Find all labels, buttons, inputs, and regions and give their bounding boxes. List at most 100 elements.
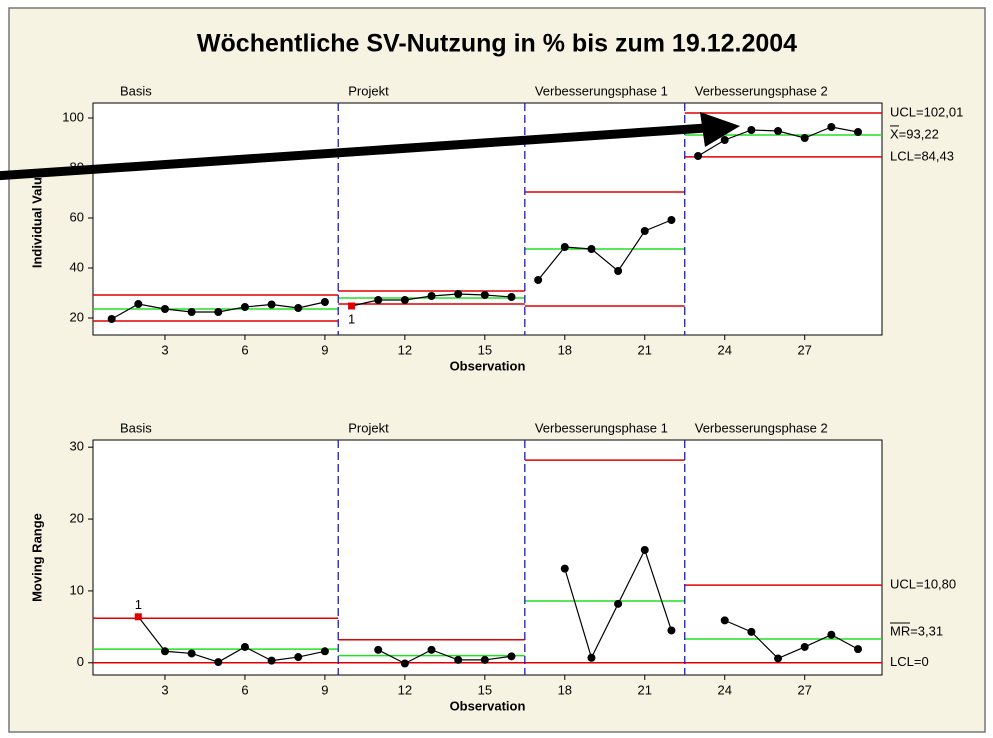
phase-label: Basis	[120, 83, 152, 98]
chart-title: Wöchentliche SV-Nutzung in % bis zum 19.…	[197, 30, 797, 58]
x-axis-label: Observation	[450, 358, 526, 373]
data-point	[640, 227, 649, 235]
y-tick-label: 40	[70, 259, 84, 274]
flagged-point	[134, 613, 142, 621]
y-axis-label: Individual Value	[29, 170, 44, 268]
y-tick-label: 100	[62, 109, 84, 124]
data-point	[800, 642, 809, 651]
x-tick-label: 6	[241, 342, 248, 357]
data-point	[160, 647, 169, 656]
data-point	[827, 630, 836, 639]
data-line	[377, 649, 512, 665]
data-point	[534, 276, 543, 284]
data-point	[480, 655, 489, 664]
data-point	[267, 656, 276, 665]
data-point	[854, 645, 863, 654]
data-point	[214, 308, 223, 316]
limit-label: UCL=10,80	[890, 577, 956, 592]
data-point	[667, 626, 676, 635]
x-tick-label: 24	[717, 342, 731, 357]
data-point	[747, 126, 756, 134]
x-tick-label: 15	[478, 342, 492, 357]
phase-label: Projekt	[348, 420, 389, 435]
x-tick-label: 27	[797, 682, 811, 697]
x-axis-label: Observation	[450, 698, 526, 713]
phase-label: Projekt	[348, 83, 389, 98]
x-tick-label: 21	[638, 682, 652, 697]
y-tick-label: 30	[70, 439, 84, 454]
arrow-head	[700, 112, 740, 147]
data-point	[587, 245, 596, 253]
data-point	[694, 152, 703, 160]
data-point	[480, 291, 489, 299]
data-point	[560, 564, 569, 573]
data-point	[427, 645, 436, 654]
limit-label: X=93,22	[890, 126, 939, 141]
data-point	[800, 134, 809, 142]
data-point	[614, 599, 623, 608]
data-point	[507, 652, 516, 661]
data-point	[774, 654, 783, 663]
data-line	[537, 219, 672, 281]
arrow-shaft	[0, 123, 707, 181]
plot-area	[92, 439, 883, 676]
data-point	[614, 267, 623, 275]
arrow-annotation	[0, 112, 740, 181]
y-tick-label: 10	[70, 582, 84, 597]
x-tick-label: 24	[717, 682, 731, 697]
limit-label: LCL=0	[890, 654, 929, 669]
data-point	[320, 298, 329, 306]
x-tick-label: 3	[161, 682, 168, 697]
x-tick-label: 3	[161, 342, 168, 357]
data-point	[640, 545, 649, 554]
phase-label: Verbesserungsphase 1	[535, 420, 668, 435]
data-point	[374, 296, 383, 304]
data-point	[587, 653, 596, 662]
data-point	[827, 123, 836, 131]
data-point	[134, 300, 143, 308]
y-tick-label: 0	[77, 654, 84, 669]
x-tick-label: 21	[638, 342, 652, 357]
data-line	[137, 616, 326, 663]
data-point	[374, 645, 383, 654]
annotation: 1	[348, 311, 355, 326]
annotation: 1	[135, 597, 142, 612]
data-point	[187, 308, 196, 316]
phase-label: Verbesserungsphase 2	[695, 83, 828, 98]
x-tick-label: 12	[398, 342, 412, 357]
data-point	[774, 127, 783, 135]
y-tick-label: 20	[70, 510, 84, 525]
data-point	[560, 243, 569, 251]
limit-label: UCL=102,01	[890, 104, 963, 119]
data-point	[507, 293, 516, 301]
y-axis-label: Moving Range	[29, 513, 44, 602]
data-point	[160, 305, 169, 313]
data-point	[240, 303, 249, 311]
x-tick-label: 18	[558, 682, 572, 697]
phase-label: Verbesserungsphase 1	[535, 83, 668, 98]
data-point	[294, 304, 303, 312]
x-tick-label: 18	[558, 342, 572, 357]
data-point	[720, 616, 729, 625]
data-point	[320, 647, 329, 656]
data-point	[107, 315, 116, 323]
data-point	[240, 642, 249, 651]
x-tick-label: 27	[797, 342, 811, 357]
data-point	[667, 216, 676, 224]
x-tick-label: 9	[321, 682, 328, 697]
x-tick-label: 12	[398, 682, 412, 697]
y-tick-label: 20	[70, 309, 84, 324]
data-point	[747, 627, 756, 636]
phase-label: Verbesserungsphase 2	[695, 420, 828, 435]
limit-label: MR=3,31	[890, 623, 943, 638]
x-tick-label: 6	[241, 682, 248, 697]
data-point	[400, 296, 409, 304]
flagged-point	[348, 302, 356, 310]
data-point	[427, 292, 436, 300]
data-point	[454, 290, 463, 298]
data-point	[854, 128, 863, 136]
data-point	[454, 655, 463, 664]
data-point	[187, 649, 196, 658]
data-point	[720, 136, 729, 144]
